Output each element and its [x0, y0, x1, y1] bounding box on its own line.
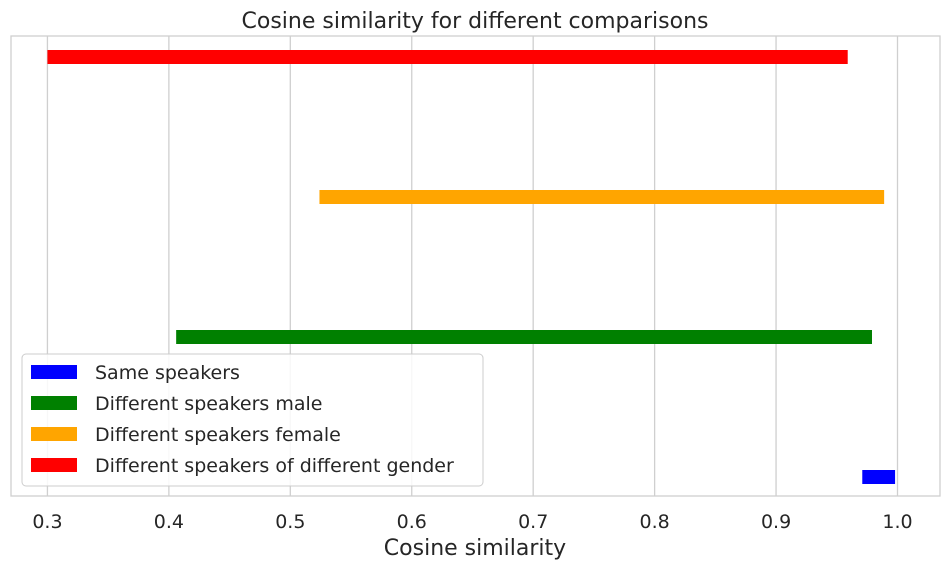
- legend-label: Different speakers of different gender: [95, 455, 454, 477]
- bar-same-speakers: [862, 470, 896, 484]
- plot-frame: [10, 35, 941, 497]
- x-tick-label: 0.3: [32, 511, 62, 533]
- grid: [46, 36, 899, 496]
- x-ticks: 0.3 0.4 0.5 0.6 0.7 0.8 0.9 1.0: [32, 511, 912, 533]
- legend-label: Different speakers male: [95, 393, 322, 415]
- legend-swatch: [31, 396, 77, 410]
- x-axis-label: Cosine similarity: [384, 536, 566, 561]
- bars: [47, 50, 896, 484]
- legend-swatch: [31, 365, 77, 379]
- legend-label: Same speakers: [95, 362, 240, 384]
- legend: Same speakers Different speakers male Diff…: [21, 353, 484, 487]
- bar-different-speakers-male: [176, 330, 872, 344]
- x-tick-label: 0.9: [761, 511, 791, 533]
- bar-different-speakers-female: [319, 190, 885, 204]
- chart-title: Cosine similarity for different comparis…: [242, 9, 709, 34]
- bar-different-speakers-of-different-gender: [47, 50, 848, 64]
- x-tick-label: 0.8: [640, 511, 670, 533]
- legend-swatch: [31, 427, 77, 441]
- x-tick-label: 1.0: [882, 511, 912, 533]
- x-tick-label: 0.4: [154, 511, 184, 533]
- x-tick-label: 0.7: [518, 511, 548, 533]
- x-tick-label: 0.6: [397, 511, 427, 533]
- legend-frame: [21, 353, 484, 487]
- legend-label: Different speakers female: [95, 424, 341, 446]
- x-tick-label: 0.5: [275, 511, 305, 533]
- legend-swatch: [31, 458, 77, 472]
